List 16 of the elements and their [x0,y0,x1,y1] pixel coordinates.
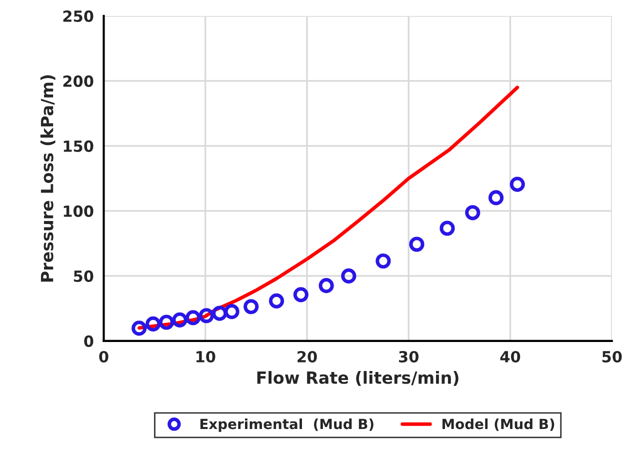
x-tick-label: 30 [399,350,419,363]
y-tick-label: 250 [63,10,94,22]
legend-label: Model (Mud B) [442,418,554,431]
y-axis-title: Pressure Loss (kPa/m) [40,75,56,282]
x-tick-label: 50 [602,350,622,363]
x-axis-title: Flow Rate (liters/min) [257,371,458,386]
y-tick-label: 0 [84,335,94,347]
y-tick-label: 50 [74,270,94,282]
x-tick-label: 0 [99,350,108,363]
x-tick-label: 40 [500,350,520,363]
y-tick-label: 150 [64,140,94,152]
x-tick-label: 10 [196,350,216,363]
legend-label: Experimental (Mud B) [200,418,374,432]
x-tick-label: 20 [298,350,317,363]
y-tick-label: 100 [64,205,94,217]
y-tick-label: 200 [63,75,94,87]
